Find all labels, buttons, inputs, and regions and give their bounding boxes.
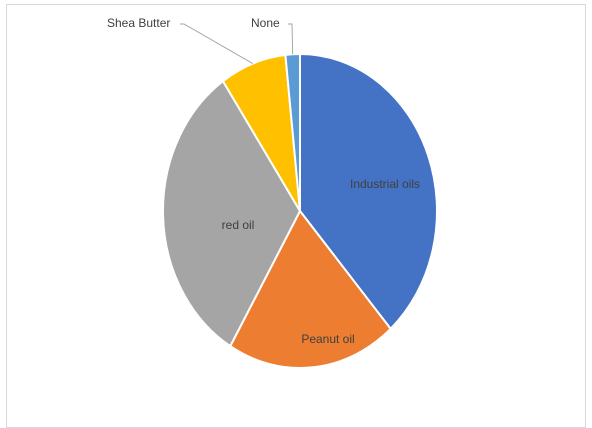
pie-label-red-oil: red oil (222, 218, 255, 232)
pie-slice-peanut-oil (229, 210, 392, 369)
pie-label-industrial-oils: Industrial oils (350, 177, 420, 191)
pie-slice-industrial-oils (299, 53, 438, 330)
pie-slice-red-oil (162, 80, 301, 348)
pie-leader-shea-butter (180, 23, 254, 65)
pie-label-none: None (251, 16, 280, 30)
pie-leader-none (288, 23, 294, 55)
pie-label-peanut-oil: Peanut oil (301, 332, 354, 346)
pie-label-shea-butter: Shea Butter (107, 16, 170, 30)
pie-labels: Industrial oils Peanut oil red oil Shea But… (107, 16, 420, 346)
pie-slices (162, 53, 438, 369)
pie-slice-none (284, 53, 301, 212)
pie-leader-lines (180, 23, 294, 65)
